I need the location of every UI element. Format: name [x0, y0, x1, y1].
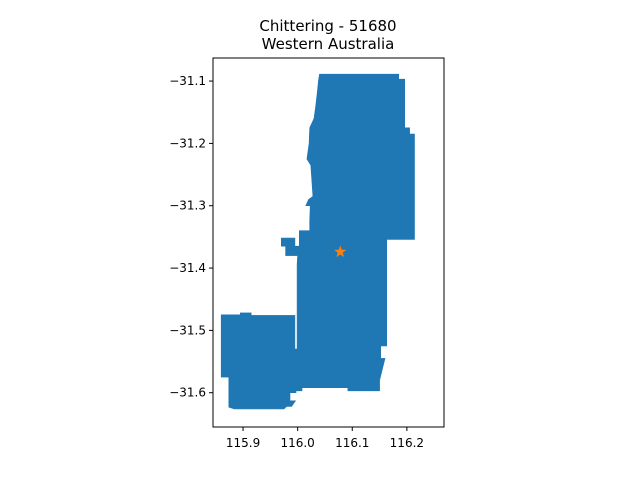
y-tick-label: −31.2	[169, 136, 206, 150]
y-tick-label: −31.5	[169, 323, 206, 337]
y-tick-label: −31.3	[169, 199, 206, 213]
x-tick-label: 116.1	[335, 436, 369, 450]
y-axis: −31.1 −31.2 −31.3 −31.4 −31.5 −31.6	[169, 74, 213, 400]
y-tick-label: −31.4	[169, 261, 206, 275]
region-shape	[220, 73, 415, 410]
axes-frame	[212, 57, 445, 428]
x-tick-label: 116.2	[390, 436, 424, 450]
x-tick-label: 115.9	[226, 436, 260, 450]
y-tick-label: −31.6	[169, 386, 206, 400]
plot-area	[220, 73, 415, 410]
x-tick-label: 116.0	[280, 436, 314, 450]
marker-star-group	[334, 245, 347, 258]
y-tick-label: −31.1	[169, 74, 206, 88]
map-title-line1: Chittering - 51680	[259, 17, 396, 35]
map-title-line2: Western Australia	[262, 35, 395, 53]
x-axis: 115.9 116.0 116.1 116.2	[226, 427, 424, 450]
location-star-marker	[334, 245, 347, 258]
